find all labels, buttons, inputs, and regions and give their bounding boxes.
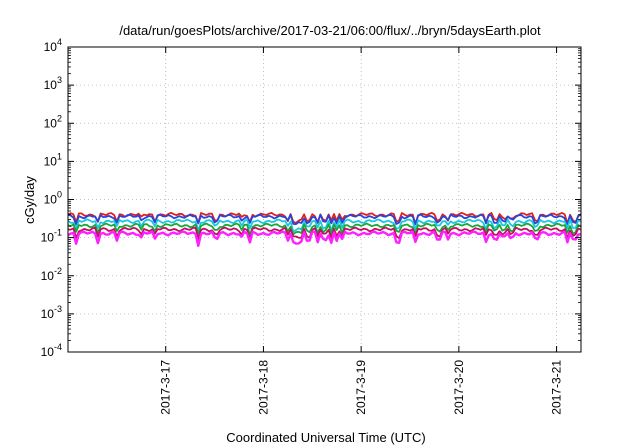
series-line-6 (67, 230, 582, 248)
series-line-4 (67, 222, 582, 237)
series-line-2 (67, 213, 582, 226)
y-tick-label: 100 (44, 190, 62, 207)
x-tick-label: 2017-3-20 (452, 360, 466, 415)
y-tick-label: 10-2 (41, 266, 62, 283)
x-axis: 2017-3-17 2017-3-18 2017-3-19 2017-3-20 2017… (159, 47, 564, 415)
y-axis-label: cGy/day (22, 176, 37, 224)
plot-frame (67, 46, 582, 353)
y-tick-label: 10-3 (41, 304, 62, 321)
y-tick-label: 104 (44, 37, 62, 54)
x-tick-label: 2017-3-17 (159, 360, 173, 415)
x-tick-label: 2017-3-18 (256, 360, 270, 415)
series-line-5 (67, 226, 582, 240)
chart-title: /data/run/goesPlots/archive/2017-03-21/0… (119, 23, 541, 38)
x-tick-label: 2017-3-19 (354, 360, 368, 415)
y-tick-label: 10-4 (41, 342, 62, 359)
x-tick-label: 2017-3-21 (550, 360, 564, 415)
y-tick-label: 101 (44, 151, 62, 168)
y-tick-label: 103 (44, 75, 62, 92)
y-tick-label: 102 (44, 113, 62, 130)
y-tick-label: 10-1 (41, 228, 62, 245)
x-axis-label: Coordinated Universal Time (UTC) (226, 430, 425, 445)
series-line-3 (67, 218, 582, 233)
grid (68, 47, 581, 352)
series-group (67, 211, 582, 248)
